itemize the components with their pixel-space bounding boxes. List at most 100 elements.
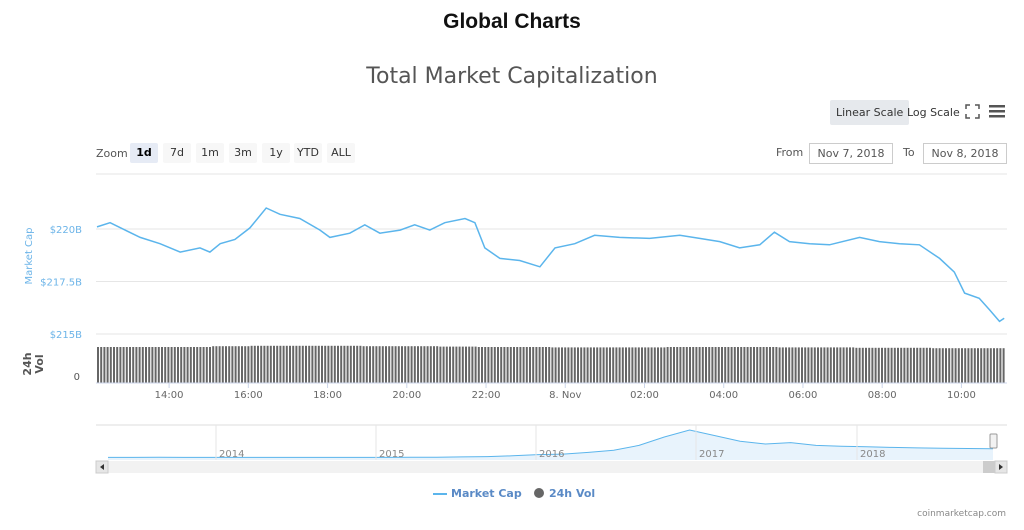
volume-bar	[669, 347, 672, 383]
from-date-input[interactable]: Nov 7, 2018	[809, 143, 893, 164]
chart-title: Total Market Capitalization	[366, 64, 658, 89]
volume-bar	[458, 346, 461, 383]
volume-bar	[823, 347, 826, 383]
volume-bar	[465, 346, 467, 383]
volume-bar	[797, 347, 800, 383]
volume-bar	[244, 346, 247, 383]
zoom-1d-button[interactable]: 1d	[130, 143, 158, 163]
volume-bar	[877, 347, 880, 383]
volume-bar	[999, 348, 1002, 383]
volume-bar	[724, 347, 727, 383]
volume-bar	[247, 346, 250, 383]
volume-bar	[663, 347, 666, 383]
scrollbar-track[interactable]	[96, 461, 1007, 473]
volume-bar	[257, 345, 259, 383]
volume-bar	[269, 345, 272, 383]
volume-bar	[212, 346, 215, 383]
volume-bar	[420, 346, 423, 383]
volume-bar	[503, 347, 506, 383]
volume-bar	[282, 345, 285, 383]
to-date-input[interactable]: Nov 8, 2018	[923, 143, 1007, 164]
volume-bar	[221, 346, 224, 383]
zoom-7d-button[interactable]: 7d	[163, 143, 191, 163]
volume-bar	[193, 347, 195, 383]
volume-bar	[436, 346, 439, 383]
navigator-handle[interactable]	[989, 433, 998, 449]
volume-bar	[813, 347, 816, 383]
volume-bar	[135, 347, 138, 383]
volume-bar	[490, 347, 493, 383]
x-tick-label: 04:00	[709, 390, 738, 401]
legend-market-cap[interactable]: Market Cap	[451, 487, 522, 500]
volume-bar	[935, 348, 938, 383]
zoom-3m-button[interactable]: 3m	[229, 143, 257, 163]
scroll-left-arrow-icon	[100, 464, 104, 470]
volume-bar	[657, 347, 659, 383]
credit-link[interactable]: coinmarketcap.com	[917, 509, 1006, 519]
volume-bar	[343, 345, 346, 383]
volume-bar	[765, 347, 768, 383]
volume-bar	[906, 347, 909, 383]
x-tick-label: 10:00	[947, 390, 976, 401]
scrollbar-thumb[interactable]	[983, 461, 995, 473]
volume-bar	[148, 347, 151, 383]
volume-bar	[298, 345, 301, 383]
market-cap-line	[96, 207, 1005, 323]
volume-bar	[900, 347, 903, 383]
volume-bar	[429, 346, 432, 383]
volume-bar	[353, 345, 355, 383]
volume-bar	[548, 347, 551, 383]
volume-bar	[903, 347, 906, 383]
volume-bar	[852, 347, 855, 383]
volume-bar	[826, 347, 829, 383]
x-tick-label: 18:00	[313, 390, 342, 401]
volume-bar	[241, 346, 243, 383]
legend-24h-vol[interactable]: 24h Vol	[549, 487, 596, 500]
volume-bar	[260, 345, 263, 383]
volume-bar	[413, 346, 416, 383]
volume-bar	[375, 346, 378, 383]
zoom-all-button[interactable]: ALL	[327, 143, 355, 163]
zoom-1m-button[interactable]: 1m	[196, 143, 224, 163]
volume-bar	[426, 346, 429, 383]
fullscreen-icon[interactable]	[965, 104, 980, 119]
navigator-area	[108, 430, 993, 460]
zoom-ytd-button[interactable]: YTD	[294, 143, 322, 163]
volume-bar	[650, 347, 653, 383]
volume-bar	[772, 347, 775, 383]
volume-bar	[372, 346, 375, 383]
navigator-line	[108, 429, 994, 458]
volume-bar	[884, 347, 887, 383]
volume-bar	[909, 347, 912, 383]
volume-bar	[391, 346, 394, 383]
volume-bar	[599, 347, 602, 383]
volume-bar	[141, 347, 144, 383]
volume-bar	[874, 347, 877, 383]
x-tick-label: 02:00	[630, 390, 659, 401]
volume-bar	[484, 347, 487, 383]
volume-bar	[215, 346, 218, 383]
volume-bar	[100, 347, 103, 383]
volume-bar	[721, 347, 723, 383]
log-scale-button[interactable]: Log Scale	[907, 106, 960, 119]
volume-bar	[954, 348, 957, 383]
volume-bar	[289, 345, 291, 383]
scroll-right-arrow-icon	[999, 464, 1003, 470]
volume-bar	[577, 347, 579, 383]
volume-bar	[973, 348, 976, 383]
volume-bar	[925, 347, 928, 383]
volume-bar	[868, 347, 871, 383]
volume-bar	[890, 347, 893, 383]
volume-bar	[209, 347, 211, 383]
volume-bar	[157, 347, 160, 383]
volume-bar	[785, 347, 787, 383]
linear-scale-button[interactable]: Linear Scale	[830, 100, 910, 125]
hamburger-menu-icon[interactable]	[989, 104, 1005, 119]
volume-bar	[113, 347, 115, 383]
volume-bar	[861, 347, 864, 383]
zoom-1y-button[interactable]: 1y	[262, 143, 290, 163]
volume-bar	[573, 347, 576, 383]
volume-bar	[116, 347, 119, 383]
navigator-year-label: 2015	[379, 449, 404, 460]
